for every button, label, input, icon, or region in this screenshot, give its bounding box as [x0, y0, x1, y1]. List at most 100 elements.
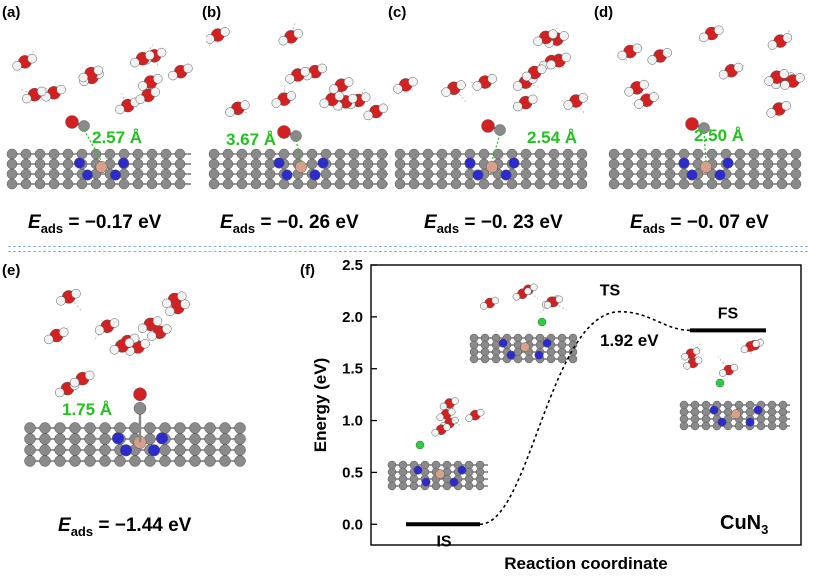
- hydrogen-atom: [115, 104, 125, 115]
- carbon-atom: [790, 178, 802, 190]
- nitrogen-atom: [309, 169, 321, 181]
- carbon-atom: [664, 158, 676, 170]
- carbon-atom: [720, 148, 732, 160]
- nitrogen-atom: [714, 169, 726, 181]
- carbon-atom: [734, 421, 744, 431]
- carbon-atom: [650, 178, 662, 190]
- carbon-atom: [408, 178, 420, 190]
- hydrogen-atom: [78, 72, 89, 83]
- nitrogen-atom: [472, 169, 484, 181]
- hydrogen-atom: [93, 65, 104, 76]
- hydrogen-atom: [286, 91, 297, 101]
- hydrogen-atom: [431, 428, 440, 437]
- carbon-atom: [548, 168, 560, 180]
- carbon-atom: [34, 168, 46, 180]
- carbon-atom: [144, 455, 156, 467]
- hydrogen-atom: [94, 325, 105, 335]
- carbon-atom: [189, 422, 201, 434]
- hydrogen-atom: [58, 327, 69, 338]
- eads-subscript: ads: [70, 523, 94, 539]
- carbon-atom: [222, 168, 234, 180]
- distance-label-b: 3.67 Å: [226, 130, 277, 149]
- carbon-atom: [174, 444, 186, 456]
- chlorine-atom: [715, 378, 725, 388]
- carbon-atom: [174, 455, 186, 467]
- hydrogen-atom: [69, 377, 80, 388]
- carbon-atom: [208, 158, 220, 170]
- y-axis-label: Energy (eV): [311, 358, 330, 452]
- hydrogen-atom: [472, 81, 483, 91]
- eads-b: Eads = −0. 26 eV: [220, 212, 359, 236]
- carbon-atom: [776, 178, 788, 190]
- carbon-atom: [636, 148, 648, 160]
- hbond-line: [551, 301, 567, 311]
- hydrogen-atom: [441, 87, 451, 97]
- hydrogen-atom: [183, 63, 193, 74]
- hydrogen-atom: [54, 387, 65, 398]
- hydrogen-atom: [22, 93, 32, 104]
- carbon-atom: [292, 178, 304, 190]
- carbon-atom: [546, 354, 556, 364]
- carbon-atom: [422, 158, 434, 170]
- structure-c-image: [393, 29, 588, 190]
- carbon-atom: [99, 444, 111, 456]
- copper-atom: [295, 161, 307, 173]
- hydrogen-atom: [767, 40, 778, 50]
- carbon-atom: [608, 178, 620, 190]
- hydrogen-atom: [162, 324, 172, 334]
- carbon-atom: [650, 158, 662, 170]
- hydrogen-atom: [71, 288, 81, 299]
- hydrogen-atom: [138, 81, 148, 91]
- carbon-atom: [264, 148, 276, 160]
- oxygen-atom: [277, 125, 291, 139]
- carbon-atom: [442, 481, 452, 491]
- carbon-atom: [790, 168, 802, 180]
- carbon-atom: [236, 168, 248, 180]
- carbon-atom: [520, 158, 532, 170]
- carbon-atom: [334, 178, 346, 190]
- carbon-atom: [506, 178, 518, 190]
- carbon-atom: [69, 455, 81, 467]
- carbon-atom: [99, 422, 111, 434]
- eads-symbol: E: [28, 212, 41, 233]
- carbon-atom: [562, 178, 574, 190]
- nitrogen-atom: [273, 157, 285, 169]
- carbon-atom: [250, 148, 262, 160]
- hydrogen-atom: [165, 306, 175, 317]
- carbon-atom: [394, 168, 406, 180]
- carbon-atom: [48, 168, 60, 180]
- structure-is-image: [387, 397, 488, 491]
- carbon-atom: [146, 178, 158, 190]
- copper-atom: [486, 161, 498, 173]
- carbon-atom: [608, 148, 620, 160]
- hydrogen-atom: [694, 356, 703, 365]
- carbon-atom: [204, 444, 216, 456]
- hbond-line: [731, 64, 746, 71]
- carbon-atom: [422, 168, 434, 180]
- hydrogen-atom: [546, 59, 556, 70]
- chlorine-atom: [537, 317, 547, 327]
- reaction-path: [479, 310, 691, 526]
- carbon-atom: [146, 168, 158, 180]
- carbon-atom: [734, 158, 746, 170]
- carbon-atom: [208, 178, 220, 190]
- eads-symbol: E: [630, 212, 643, 233]
- hbond-line: [575, 100, 585, 114]
- structure-e-image: [24, 288, 246, 467]
- hydrogen-atom: [479, 302, 488, 310]
- carbon-atom: [776, 168, 788, 180]
- hydrogen-atom: [334, 91, 344, 101]
- carbon-atom: [320, 148, 332, 160]
- hydrogen-atom: [780, 80, 790, 90]
- carbon-atom: [78, 120, 90, 132]
- x-axis-label: Reaction coordinate: [504, 554, 667, 573]
- carbon-atom: [762, 178, 774, 190]
- carbon-atom: [362, 158, 374, 170]
- carbon-atom: [84, 444, 96, 456]
- carbon-atom: [534, 148, 546, 160]
- carbon-atom: [104, 178, 116, 190]
- carbon-atom: [250, 158, 262, 170]
- hydrogen-atom: [393, 84, 403, 94]
- hydrogen-atom: [271, 98, 282, 108]
- hydrogen-atom: [634, 99, 644, 109]
